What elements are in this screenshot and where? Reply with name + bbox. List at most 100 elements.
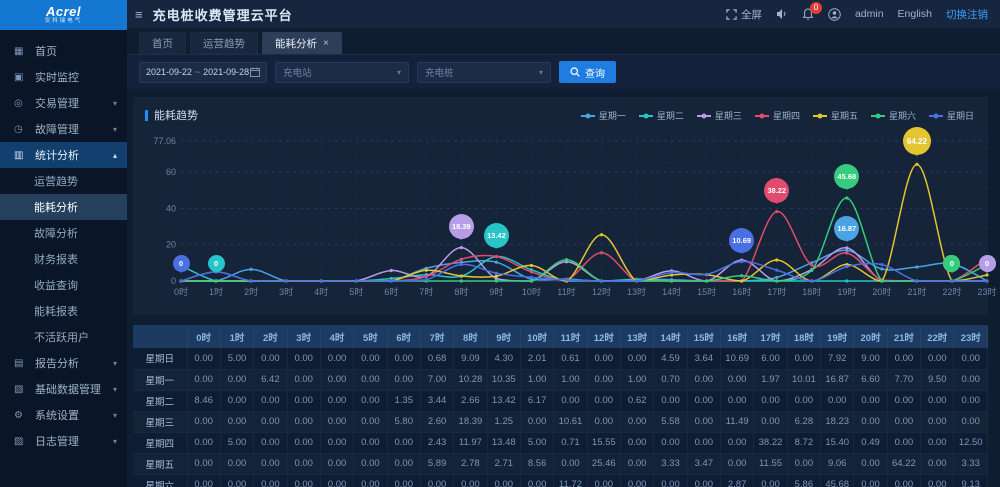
table-cell: 0.00 (720, 369, 755, 391)
legend-item-星期日[interactable]: 星期日 (928, 109, 974, 122)
table-cell: 0.00 (287, 390, 321, 412)
fullscreen-button[interactable]: 全屏 (726, 7, 762, 22)
sidebar-item-home[interactable]: ▦ 首页 (0, 38, 127, 64)
table-cell: 3.33 (953, 453, 988, 475)
table-cell: 0.00 (787, 453, 822, 475)
legend-marker-icon (696, 113, 711, 118)
realtime-monitor-icon: ▣ (14, 71, 24, 83)
table-hour-header: 9时 (487, 325, 521, 348)
svg-text:21时: 21时 (907, 286, 926, 297)
svg-text:5时: 5时 (349, 286, 363, 297)
sidebar-item-report-analysis[interactable]: ▤ 报告分析 ▾ (0, 350, 127, 376)
table-cell: 2.71 (487, 453, 521, 475)
search-button[interactable]: 查询 (559, 61, 616, 83)
table-cell: 0.00 (887, 474, 922, 487)
table-cell: 0.00 (320, 411, 355, 433)
table-cell: 0.00 (620, 432, 655, 454)
svg-text:4时: 4时 (314, 286, 328, 297)
tab-label: 首页 (152, 37, 173, 50)
sidebar-item-label: 实时监控 (35, 72, 79, 84)
sidebar-item-fault-mgmt[interactable]: ◷ 故障管理 ▾ (0, 116, 127, 142)
table-cell: 0.00 (887, 348, 922, 370)
sidebar-item-fault-analysis[interactable]: 故障分析 (0, 220, 127, 246)
sidebar-collapse-icon[interactable]: ≡ (135, 6, 143, 22)
legend-item-星期六[interactable]: 星期六 (870, 109, 916, 122)
chevron-down-icon: ▾ (112, 358, 117, 368)
sidebar-menu: ▦ 首页 ▣ 实时监控 ◎ 交易管理 ▾ ◷ 故障管理 ▾ ▥ 统计分析 ▴ 运营趋势 能耗分析 故障分析 财务… (0, 30, 127, 454)
legend-label: 星期四 (772, 111, 800, 121)
table-hour-header: 5时 (353, 325, 388, 348)
table-cell: 6.00 (753, 348, 788, 370)
transaction-mgmt-icon: ◎ (14, 97, 23, 109)
tab-0[interactable]: 首页 (139, 32, 186, 54)
sidebar-item-energy-report[interactable]: 能耗报表 (0, 298, 127, 324)
table-row: 星期二 8.46 0.00 0.00 0.00 0.00 0.00 1.35 3.44 2.66 1… (133, 390, 988, 412)
table-cell: 1.00 (520, 369, 555, 391)
filter-bar: 2021-09-22 ~ 2021-09-28 充电站 ▾ 充电桩 ▾ 查询 (127, 55, 1000, 89)
table-cell: 0.00 (653, 432, 688, 454)
sidebar-item-revenue-query[interactable]: 收益查询 (0, 272, 127, 298)
tab-close-icon[interactable]: × (323, 37, 329, 49)
notification-badge: 0 (809, 2, 822, 14)
table-cell: 10.28 (453, 369, 488, 391)
table-cell: 0.00 (187, 453, 221, 475)
legend-item-星期一[interactable]: 星期一 (580, 109, 626, 122)
legend-label: 星期六 (888, 111, 916, 121)
search-button-label: 查询 (585, 68, 605, 80)
table-cell: 11.49 (720, 411, 755, 433)
user-avatar[interactable] (828, 7, 841, 21)
sound-button[interactable] (776, 8, 788, 20)
table-cell: 12.50 (953, 432, 988, 454)
table-cell: 0.00 (587, 474, 621, 487)
pile-select[interactable]: 充电桩 ▾ (417, 61, 551, 83)
sidebar-item-operation-trend[interactable]: 运营趋势 (0, 168, 127, 194)
table-cell: 6.60 (853, 369, 888, 391)
sidebar-item-inactive-users[interactable]: 不活跃用户 (0, 324, 127, 350)
legend-item-星期四[interactable]: 星期四 (754, 109, 800, 122)
table-cell: 0.00 (587, 348, 621, 370)
legend-label: 星期日 (946, 111, 974, 121)
table-hour-header: 14时 (653, 325, 688, 348)
markpoint-pin-星期二: 0 (207, 255, 225, 272)
table-hour-header: 8时 (453, 325, 488, 348)
language-switch[interactable]: English (897, 8, 932, 20)
svg-text:7时: 7时 (419, 286, 433, 297)
table-cell: 7.00 (420, 369, 455, 391)
sidebar-item-realtime-monitor[interactable]: ▣ 实时监控 (0, 64, 127, 90)
svg-text:13时: 13时 (627, 286, 646, 297)
table-row-label: 星期五 (133, 453, 188, 475)
sidebar-item-label: 系统设置 (35, 410, 79, 422)
sidebar-item-label: 运营趋势 (34, 176, 78, 188)
notifications-button[interactable]: 0 (802, 2, 822, 20)
legend-item-星期三[interactable]: 星期三 (696, 109, 742, 122)
sidebar-item-statistics-analysis[interactable]: ▥ 统计分析 ▴ (0, 142, 127, 168)
table-cell: 5.00 (520, 432, 555, 454)
sidebar-item-log-mgmt[interactable]: ▨ 日志管理 ▾ (0, 428, 127, 454)
table-hour-header: 21时 (887, 325, 922, 348)
date-range-picker[interactable]: 2021-09-22 ~ 2021-09-28 (139, 61, 267, 83)
statistics-analysis-icon: ▥ (14, 149, 24, 161)
system-settings-icon: ⚙ (14, 409, 23, 421)
markpoint-pin-星期三: 18.39 (448, 213, 474, 239)
sidebar-item-energy-analysis[interactable]: 能耗分析 (0, 194, 127, 220)
table-corner-cell (133, 325, 188, 348)
legend-item-星期五[interactable]: 星期五 (812, 109, 858, 122)
station-select[interactable]: 充电站 ▾ (275, 61, 409, 83)
table-cell: 0.00 (353, 474, 388, 487)
username-label[interactable]: admin (854, 8, 884, 20)
sidebar-item-label: 故障分析 (34, 228, 78, 240)
tab-2[interactable]: 能耗分析 × (262, 32, 342, 54)
legend-item-星期二[interactable]: 星期二 (638, 109, 684, 122)
logout-link[interactable]: 切换注销 (946, 8, 988, 21)
table-cell: 0.00 (887, 411, 922, 433)
energy-data-table-wrap: 0时 1时 2时 3时 4时 5时 6时 7时 8时 9时 10时 11时 12时 13时 14时 15时 16… (133, 325, 988, 487)
table-cell: 0.00 (920, 411, 955, 433)
tab-1[interactable]: 运营趋势 (190, 32, 258, 54)
sidebar-item-transaction-mgmt[interactable]: ◎ 交易管理 ▾ (0, 90, 127, 116)
sidebar-item-basic-data-mgmt[interactable]: ▧ 基础数据管理 ▾ (0, 376, 127, 402)
table-cell: 0.00 (453, 474, 488, 487)
sidebar-item-label: 统计分析 (35, 150, 79, 162)
sidebar-item-financial-report[interactable]: 财务报表 (0, 246, 127, 272)
sidebar-item-system-settings[interactable]: ⚙ 系统设置 ▾ (0, 402, 127, 428)
